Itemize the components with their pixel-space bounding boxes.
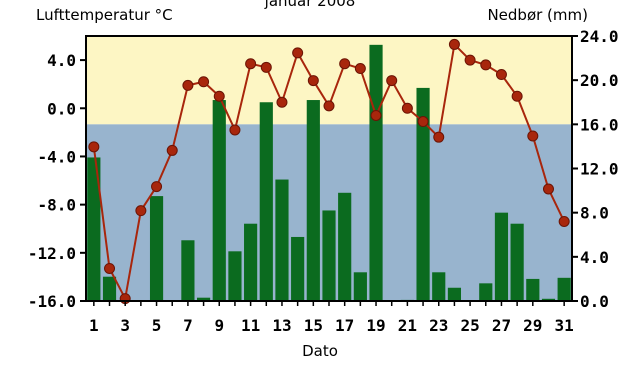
precip-bar xyxy=(260,102,273,301)
right-tick-label: 4.0 xyxy=(580,248,609,267)
right-tick-label: 16.0 xyxy=(580,115,619,134)
x-tick-label: 13 xyxy=(272,316,291,335)
x-tick-label: 11 xyxy=(241,316,260,335)
x-tick-label: 17 xyxy=(335,316,354,335)
left-axis: 4.0 0.0 -4.0 -8.0 -12.0 -16.0 xyxy=(28,51,86,311)
temperature-point xyxy=(183,80,193,90)
right-tick-label: 12.0 xyxy=(580,160,619,179)
x-tick-label: 23 xyxy=(429,316,448,335)
temperature-point xyxy=(152,182,162,192)
precip-bar xyxy=(181,240,194,301)
precip-bar xyxy=(511,224,524,301)
temperature-point xyxy=(199,77,209,87)
temperature-point xyxy=(559,217,569,227)
left-axis-label: Lufttemperatur °C xyxy=(36,6,173,24)
right-tick-label: 24.0 xyxy=(580,27,619,46)
precip-bar xyxy=(338,193,351,301)
precip-bar xyxy=(354,272,367,301)
temperature-point xyxy=(89,142,99,152)
temperature-point xyxy=(528,131,538,141)
temperature-point xyxy=(308,76,318,86)
temperature-point xyxy=(496,70,506,80)
right-tick-label: 8.0 xyxy=(580,204,609,223)
temperature-point xyxy=(449,39,459,49)
temperature-point xyxy=(340,59,350,69)
precip-bar xyxy=(103,277,116,301)
temperature-point xyxy=(324,101,334,111)
temperature-point xyxy=(512,91,522,101)
left-tick-label: -8.0 xyxy=(37,196,76,215)
temperature-point xyxy=(355,64,365,74)
right-tick-label: 20.0 xyxy=(580,71,619,90)
temperature-point xyxy=(481,60,491,70)
temperature-point xyxy=(105,263,115,273)
x-tick-label: 31 xyxy=(555,316,574,335)
temperature-point xyxy=(387,76,397,86)
left-tick-label: -12.0 xyxy=(28,244,76,263)
precip-bar xyxy=(244,224,257,301)
temperature-point xyxy=(543,184,553,194)
precip-bar xyxy=(307,100,320,301)
left-tick-label: -16.0 xyxy=(28,292,76,311)
temperature-point xyxy=(434,132,444,142)
x-tick-label: 27 xyxy=(492,316,511,335)
left-tick-label: -4.0 xyxy=(37,147,76,166)
precip-bar xyxy=(479,283,492,301)
precip-bar xyxy=(213,100,226,301)
temperature-point xyxy=(246,59,256,69)
precip-bar xyxy=(495,213,508,301)
plot-area xyxy=(86,36,572,304)
temperature-point xyxy=(465,55,475,65)
precip-bar xyxy=(558,278,571,301)
right-axis: 24.0 20.0 16.0 12.0 8.0 4.0 0.0 xyxy=(572,27,619,311)
x-axis-label: Dato xyxy=(302,342,338,360)
precip-bar xyxy=(150,196,163,301)
temperature-point xyxy=(136,206,146,216)
x-tick-label: 9 xyxy=(214,316,224,335)
precip-bar xyxy=(228,251,241,301)
temperature-point xyxy=(293,48,303,58)
x-tick-label: 25 xyxy=(460,316,479,335)
x-axis: 1 3 5 7 9 11 13 15 17 19 21 23 25 27 29 31 xyxy=(89,301,574,335)
temperature-point xyxy=(418,117,428,127)
right-axis-label: Nedbør (mm) xyxy=(487,6,588,24)
x-tick-label: 21 xyxy=(398,316,417,335)
left-tick-label: 0.0 xyxy=(47,99,76,118)
precip-bar xyxy=(526,279,539,301)
left-tick-label: 4.0 xyxy=(47,51,76,70)
temperature-point xyxy=(402,103,412,113)
x-tick-label: 5 xyxy=(152,316,162,335)
precip-bar xyxy=(448,288,461,301)
temperature-point xyxy=(167,145,177,155)
temperature-point xyxy=(214,91,224,101)
x-tick-label: 7 xyxy=(183,316,193,335)
precip-bar xyxy=(369,45,382,301)
x-tick-label: 15 xyxy=(304,316,323,335)
precip-bar xyxy=(322,210,335,301)
temperature-point xyxy=(277,97,287,107)
right-tick-label: 0.0 xyxy=(580,292,609,311)
x-tick-label: 1 xyxy=(89,316,99,335)
x-tick-label: 3 xyxy=(120,316,130,335)
precip-bar xyxy=(291,237,304,301)
x-tick-label: 29 xyxy=(523,316,542,335)
temperature-point xyxy=(230,125,240,135)
precip-bar xyxy=(275,180,288,301)
precip-bar xyxy=(432,272,445,301)
chart-title: januar 2008 xyxy=(264,0,356,10)
temperature-point xyxy=(261,62,271,72)
x-tick-label: 19 xyxy=(366,316,385,335)
temperature-point xyxy=(371,111,381,121)
